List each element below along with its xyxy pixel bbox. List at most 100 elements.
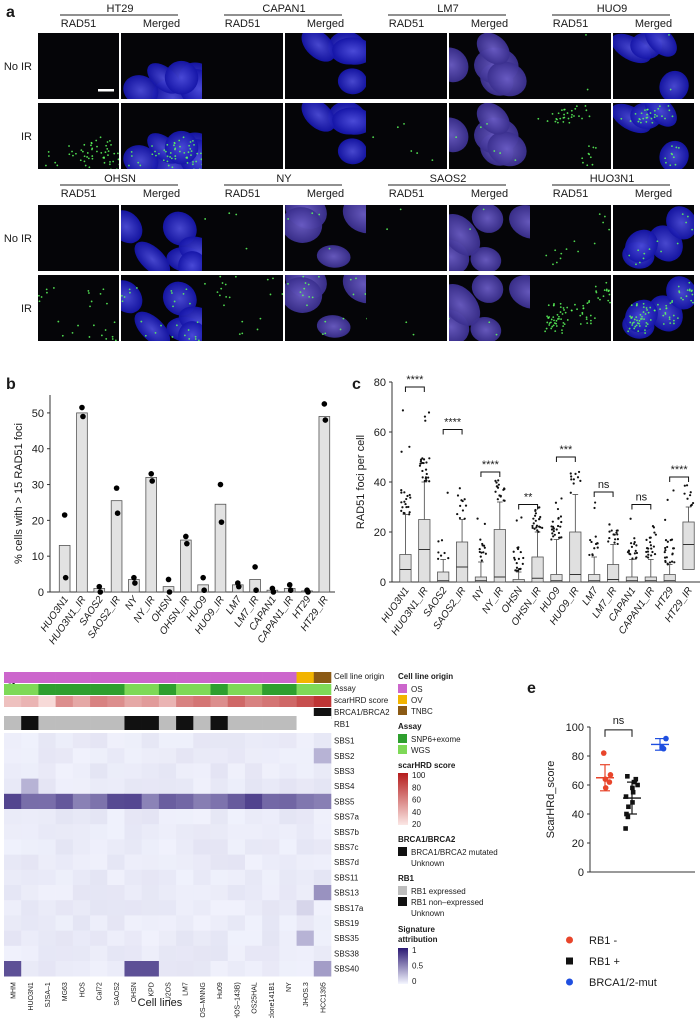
rad51-focus <box>182 292 185 295</box>
rad51-focus <box>228 296 231 299</box>
legend-swatch-assay <box>398 745 407 754</box>
heatmap-cell <box>4 961 22 977</box>
outlier-point <box>645 538 648 541</box>
heatmap-cell <box>107 854 125 871</box>
heatmap-cell <box>4 778 22 795</box>
outlier-point <box>402 511 405 515</box>
heatmap-cell <box>4 900 22 916</box>
annotation-cell-assay <box>38 684 56 695</box>
data-point-circle <box>600 750 607 756</box>
outlier-point <box>419 460 422 463</box>
heatmap-cell <box>244 809 263 825</box>
heatmap-cell <box>210 945 229 962</box>
rad51-focus <box>630 316 632 319</box>
heatmap-cell <box>158 763 177 779</box>
outlier-point <box>400 450 403 453</box>
outlier-point <box>419 462 422 465</box>
legend-signature-tick: 0.5 <box>412 962 424 971</box>
rad51-focus <box>68 153 71 156</box>
rad51-focus <box>81 150 84 153</box>
annotation-cell-brca <box>55 708 74 719</box>
annotation-cell-rb1 <box>158 716 177 730</box>
heatmap-cell <box>244 748 263 764</box>
outlier-point <box>418 464 422 467</box>
heatmap-cell <box>21 900 39 916</box>
rad51-focus <box>114 339 117 341</box>
column-label-rad51: RAD51 <box>553 188 588 200</box>
rad51-focus <box>186 161 189 164</box>
outlier-point <box>519 550 522 554</box>
outlier-point <box>633 540 636 544</box>
heatmap-cell <box>262 961 280 977</box>
rad51-focus <box>306 304 308 307</box>
data-point <box>322 417 329 423</box>
outlier-point <box>461 509 465 512</box>
rad51-focus <box>591 163 594 166</box>
rad51-focus <box>130 155 133 157</box>
rad51-focus <box>96 150 98 153</box>
nucleus-shape <box>487 61 527 97</box>
rad51-focus <box>32 291 34 293</box>
outlier-point <box>664 518 667 521</box>
rad51-focus <box>669 302 672 305</box>
rad51-focus <box>193 143 195 146</box>
rad51-focus <box>640 121 642 124</box>
outlier-point <box>610 529 613 532</box>
heatmap-cell <box>313 824 332 840</box>
heatmap-cell <box>176 915 194 931</box>
outlier-point <box>550 538 553 541</box>
rad51-focus <box>667 105 670 107</box>
outlier-point <box>421 476 424 479</box>
rad51-focus <box>586 164 589 167</box>
heatmap-cell <box>90 748 108 764</box>
rad51-focus <box>412 333 415 336</box>
outlier-point <box>534 509 537 512</box>
outlier-point <box>408 513 411 516</box>
rad51-focus <box>566 306 569 309</box>
heatmap-cell <box>158 809 177 825</box>
outlier-point <box>497 483 500 486</box>
rad51-focus <box>646 113 648 116</box>
rad51-focus <box>234 271 236 273</box>
rad51-focus <box>154 331 157 334</box>
rad51-focus <box>111 335 114 338</box>
rad51-focus <box>570 116 573 119</box>
outlier-point <box>663 556 667 559</box>
rad51-focus <box>85 172 87 174</box>
rad51-focus <box>287 282 289 285</box>
outlier-point <box>653 531 656 534</box>
micrograph-background <box>530 275 611 341</box>
legend-scarhrd-tick: 80 <box>412 783 421 792</box>
heatmap-cell <box>279 900 297 916</box>
column-label-merged: Merged <box>471 18 508 30</box>
nucleus-shape <box>134 241 171 271</box>
bar <box>58 545 71 593</box>
outlier-point <box>535 524 539 527</box>
outlier-point <box>532 517 535 520</box>
outlier-point <box>531 524 534 528</box>
annotation-cell-scarhrd <box>176 696 194 707</box>
heatmap-cell <box>313 885 332 901</box>
heatmap-cell <box>124 885 142 901</box>
legend-label-brca: BRCA1/BRCA2 mutated <box>411 848 498 857</box>
rad51-focus <box>559 311 562 313</box>
bar <box>145 476 157 593</box>
box <box>682 521 695 570</box>
outlier-point <box>590 540 593 544</box>
rad51-focus <box>106 141 109 143</box>
rad51-focus <box>100 334 103 337</box>
heatmap-cell <box>38 900 56 916</box>
legend-scarhrd-tick: 20 <box>412 820 421 829</box>
annotation-cell-rb1 <box>124 716 142 730</box>
heatmap-cell <box>107 733 125 749</box>
rad51-focus <box>241 332 244 335</box>
column-label-merged: Merged <box>307 18 344 30</box>
annotation-cell-origin <box>193 672 211 683</box>
rad51-focus <box>582 304 585 307</box>
heatmap-cell <box>313 945 332 962</box>
outlier-point <box>461 499 464 503</box>
outlier-point <box>541 526 544 530</box>
nucleus-shape <box>123 145 159 169</box>
rad51-focus <box>669 322 672 324</box>
